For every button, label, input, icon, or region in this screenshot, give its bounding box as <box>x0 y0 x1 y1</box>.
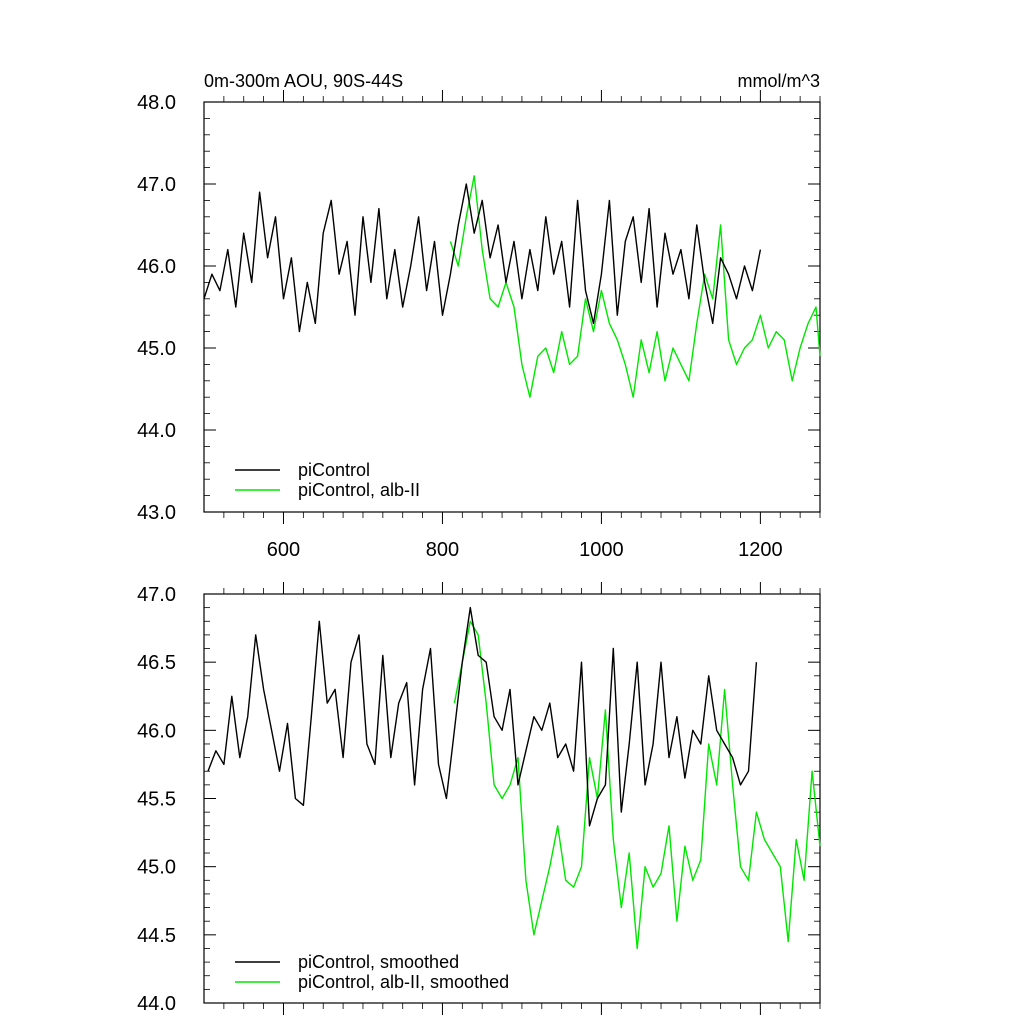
top-ytick-label: 47.0 <box>137 174 176 196</box>
top-ytick-label: 45.0 <box>137 338 176 360</box>
bottom-panel-legend: piControl, smoothed piControl, alb-II, s… <box>235 952 509 992</box>
legend-label-picontrol-smoothed: piControl, smoothed <box>298 952 459 972</box>
top-panel-legend: piControl piControl, alb-II <box>235 460 420 500</box>
top-ytick-label: 43.0 <box>137 502 176 524</box>
top-series-picontrol-alb-ii-line <box>449 175 821 398</box>
bottom-ytick-label: 45.5 <box>137 789 176 811</box>
bottom-ytick-label: 46.0 <box>137 720 176 742</box>
top-panel-title: 0m-300m AOU, 90S-44S <box>204 71 403 91</box>
top-xtick-label: 800 <box>426 539 459 561</box>
top-panel-lines <box>203 175 821 398</box>
top-ytick-label: 48.0 <box>137 92 176 114</box>
bottom-panel-lines <box>207 606 821 950</box>
bottom-series-picontrol-alb-ii-line <box>453 620 821 950</box>
bottom-ytick-label: 44.5 <box>137 925 176 947</box>
bottom-ytick-label: 45.0 <box>137 857 176 879</box>
bottom-panel: 44.0 44.5 45.0 45.5 46.0 46.5 47.0 piControl, … <box>137 582 821 1015</box>
bottom-ytick-label: 44.0 <box>137 993 176 1015</box>
legend-label-picontrol: piControl <box>298 460 370 480</box>
top-xtick-label: 1200 <box>738 539 783 561</box>
bottom-series-picontrol-line <box>207 606 758 827</box>
top-series-picontrol-line <box>203 183 762 333</box>
top-panel-units: mmol/m^3 <box>738 71 820 91</box>
legend-label-alb: piControl, alb-II <box>298 480 420 500</box>
top-ytick-label: 44.0 <box>137 420 176 442</box>
top-xtick-label: 1000 <box>579 539 624 561</box>
top-panel: 0m-300m AOU, 90S-44S mmol/m^3 43.0 44.0 45… <box>137 71 821 561</box>
bottom-panel-axes: 44.0 44.5 45.0 45.5 46.0 46.5 47.0 <box>137 582 821 1015</box>
legend-label-alb-smoothed: piControl, alb-II, smoothed <box>298 972 509 992</box>
top-panel-axes: 43.0 44.0 45.0 46.0 47.0 48.0 600 800 1000 1200 <box>137 90 821 561</box>
top-plot-frame <box>203 101 821 513</box>
top-xtick-label: 600 <box>267 539 300 561</box>
bottom-ytick-label: 46.5 <box>137 652 176 674</box>
top-ytick-label: 46.0 <box>137 256 176 278</box>
bottom-ytick-label: 47.0 <box>137 584 176 606</box>
